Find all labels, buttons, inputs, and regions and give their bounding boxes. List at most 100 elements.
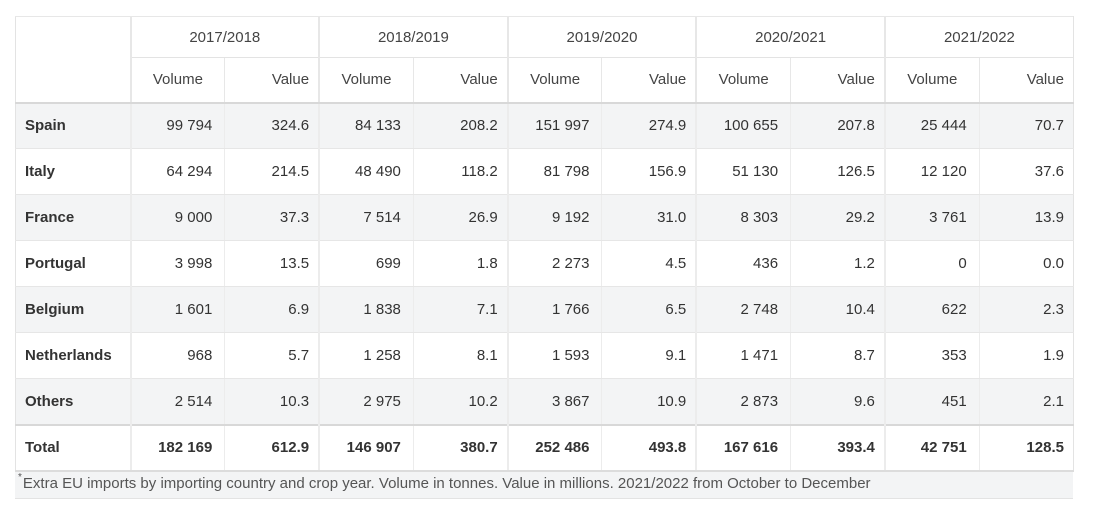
- volume-cell: 100 655: [695, 102, 791, 149]
- value-cell: 2.3: [978, 286, 1074, 333]
- volume-cell: 12 120: [883, 148, 980, 195]
- value-cell: 9.1: [601, 332, 697, 379]
- country-name-cell: Total: [15, 423, 131, 472]
- year-header: 2018/2019: [318, 16, 508, 58]
- table-row: Spain 99 794 324.6 84 133 208.2 151 997 274.9 1…: [15, 102, 1074, 149]
- volume-cell: 99 794: [129, 102, 225, 149]
- value-cell: 1.9: [978, 332, 1074, 379]
- volume-cell: 81 798: [506, 148, 602, 195]
- value-cell: 324.6: [224, 102, 320, 149]
- volume-header: Volume: [506, 57, 602, 104]
- value-cell: 208.2: [412, 102, 508, 149]
- footnote-text: Extra EU imports by importing country an…: [22, 474, 871, 492]
- volume-cell: 146 907: [318, 423, 414, 472]
- measure-header-row: Volume Value Volume Value Volume Value V…: [16, 57, 1074, 104]
- value-cell: 13.5: [224, 240, 320, 287]
- table-body: Spain 99 794 324.6 84 133 208.2 151 997 274.9 1…: [15, 102, 1074, 472]
- value-header: Value: [601, 57, 697, 104]
- value-cell: 29.2: [790, 194, 885, 241]
- volume-cell: 622: [883, 286, 980, 333]
- value-cell: 70.7: [978, 102, 1074, 149]
- country-name-cell: Spain: [15, 102, 131, 149]
- year-header: 2021/2022: [883, 16, 1074, 58]
- value-cell: 274.9: [601, 102, 697, 149]
- value-cell: 612.9: [224, 423, 320, 472]
- volume-cell: 2 273: [506, 240, 602, 287]
- table-row: Others 2 514 10.3 2 975 10.2 3 867 10.9 2 873 9.…: [15, 378, 1074, 425]
- volume-cell: 8 303: [695, 194, 791, 241]
- volume-cell: 182 169: [129, 423, 225, 472]
- value-cell: 10.9: [601, 378, 697, 425]
- volume-cell: 968: [129, 332, 225, 379]
- value-cell: 126.5: [790, 148, 885, 195]
- volume-cell: 64 294: [129, 148, 225, 195]
- volume-cell: 451: [883, 378, 980, 425]
- year-header: 2020/2021: [695, 16, 885, 58]
- volume-cell: 167 616: [695, 423, 791, 472]
- table-row: Belgium 1 601 6.9 1 838 7.1 1 766 6.5 2 748 10.4…: [15, 286, 1074, 333]
- corner-header-cell: [15, 16, 131, 104]
- volume-cell: 1 593: [506, 332, 602, 379]
- volume-cell: 1 766: [506, 286, 602, 333]
- value-cell: 13.9: [978, 194, 1074, 241]
- value-cell: 10.4: [790, 286, 885, 333]
- country-name-cell: Others: [15, 378, 131, 425]
- total-row: Total 182 169 612.9 146 907 380.7 252 486 493.…: [15, 423, 1074, 472]
- table-row: Italy 64 294 214.5 48 490 118.2 81 798 156.9 51…: [15, 148, 1074, 195]
- value-cell: 118.2: [412, 148, 508, 195]
- value-header: Value: [978, 57, 1074, 104]
- value-cell: 214.5: [224, 148, 320, 195]
- value-cell: 0.0: [978, 240, 1074, 287]
- table-row: France 9 000 37.3 7 514 26.9 9 192 31.0 8 303 29…: [15, 194, 1074, 241]
- value-cell: 9.6: [790, 378, 885, 425]
- volume-cell: 3 998: [129, 240, 225, 287]
- volume-cell: 1 471: [695, 332, 791, 379]
- volume-header: Volume: [695, 57, 791, 104]
- volume-cell: 9 192: [506, 194, 602, 241]
- volume-cell: 3 867: [506, 378, 602, 425]
- volume-cell: 9 000: [129, 194, 225, 241]
- volume-header: Volume: [883, 57, 980, 104]
- table-footnote: *Extra EU imports by importing country a…: [15, 471, 1073, 499]
- imports-table-container: 2017/2018 2018/2019 2019/2020 2020/2021 …: [15, 16, 1074, 499]
- volume-cell: 1 601: [129, 286, 225, 333]
- volume-cell: 0: [883, 240, 980, 287]
- value-cell: 5.7: [224, 332, 320, 379]
- table-row: Netherlands 968 5.7 1 258 8.1 1 593 9.1 1 471 8.…: [15, 332, 1074, 379]
- value-header: Value: [224, 57, 320, 104]
- volume-cell: 699: [318, 240, 414, 287]
- volume-cell: 2 514: [129, 378, 225, 425]
- value-cell: 2.1: [978, 378, 1074, 425]
- value-cell: 393.4: [790, 423, 885, 472]
- country-name-cell: Belgium: [15, 286, 131, 333]
- volume-cell: 2 748: [695, 286, 791, 333]
- country-name-cell: Portugal: [15, 240, 131, 287]
- value-cell: 6.5: [601, 286, 697, 333]
- volume-cell: 51 130: [695, 148, 791, 195]
- volume-cell: 84 133: [318, 102, 414, 149]
- value-cell: 10.2: [412, 378, 508, 425]
- volume-cell: 7 514: [318, 194, 414, 241]
- value-cell: 37.3: [224, 194, 320, 241]
- value-cell: 128.5: [978, 423, 1074, 472]
- volume-cell: 1 258: [318, 332, 414, 379]
- imports-table: 2017/2018 2018/2019 2019/2020 2020/2021 …: [15, 16, 1074, 472]
- volume-cell: 1 838: [318, 286, 414, 333]
- volume-cell: 42 751: [883, 423, 980, 472]
- value-cell: 156.9: [601, 148, 697, 195]
- value-cell: 1.2: [790, 240, 885, 287]
- volume-cell: 48 490: [318, 148, 414, 195]
- value-cell: 4.5: [601, 240, 697, 287]
- year-header: 2017/2018: [129, 16, 320, 58]
- value-cell: 8.7: [790, 332, 885, 379]
- country-name-cell: Netherlands: [15, 332, 131, 379]
- volume-header: Volume: [129, 57, 225, 104]
- year-header: 2019/2020: [506, 16, 697, 58]
- value-cell: 10.3: [224, 378, 320, 425]
- volume-cell: 436: [695, 240, 791, 287]
- value-cell: 493.8: [601, 423, 697, 472]
- volume-header: Volume: [318, 57, 414, 104]
- value-cell: 1.8: [412, 240, 508, 287]
- value-cell: 207.8: [790, 102, 885, 149]
- value-cell: 37.6: [978, 148, 1074, 195]
